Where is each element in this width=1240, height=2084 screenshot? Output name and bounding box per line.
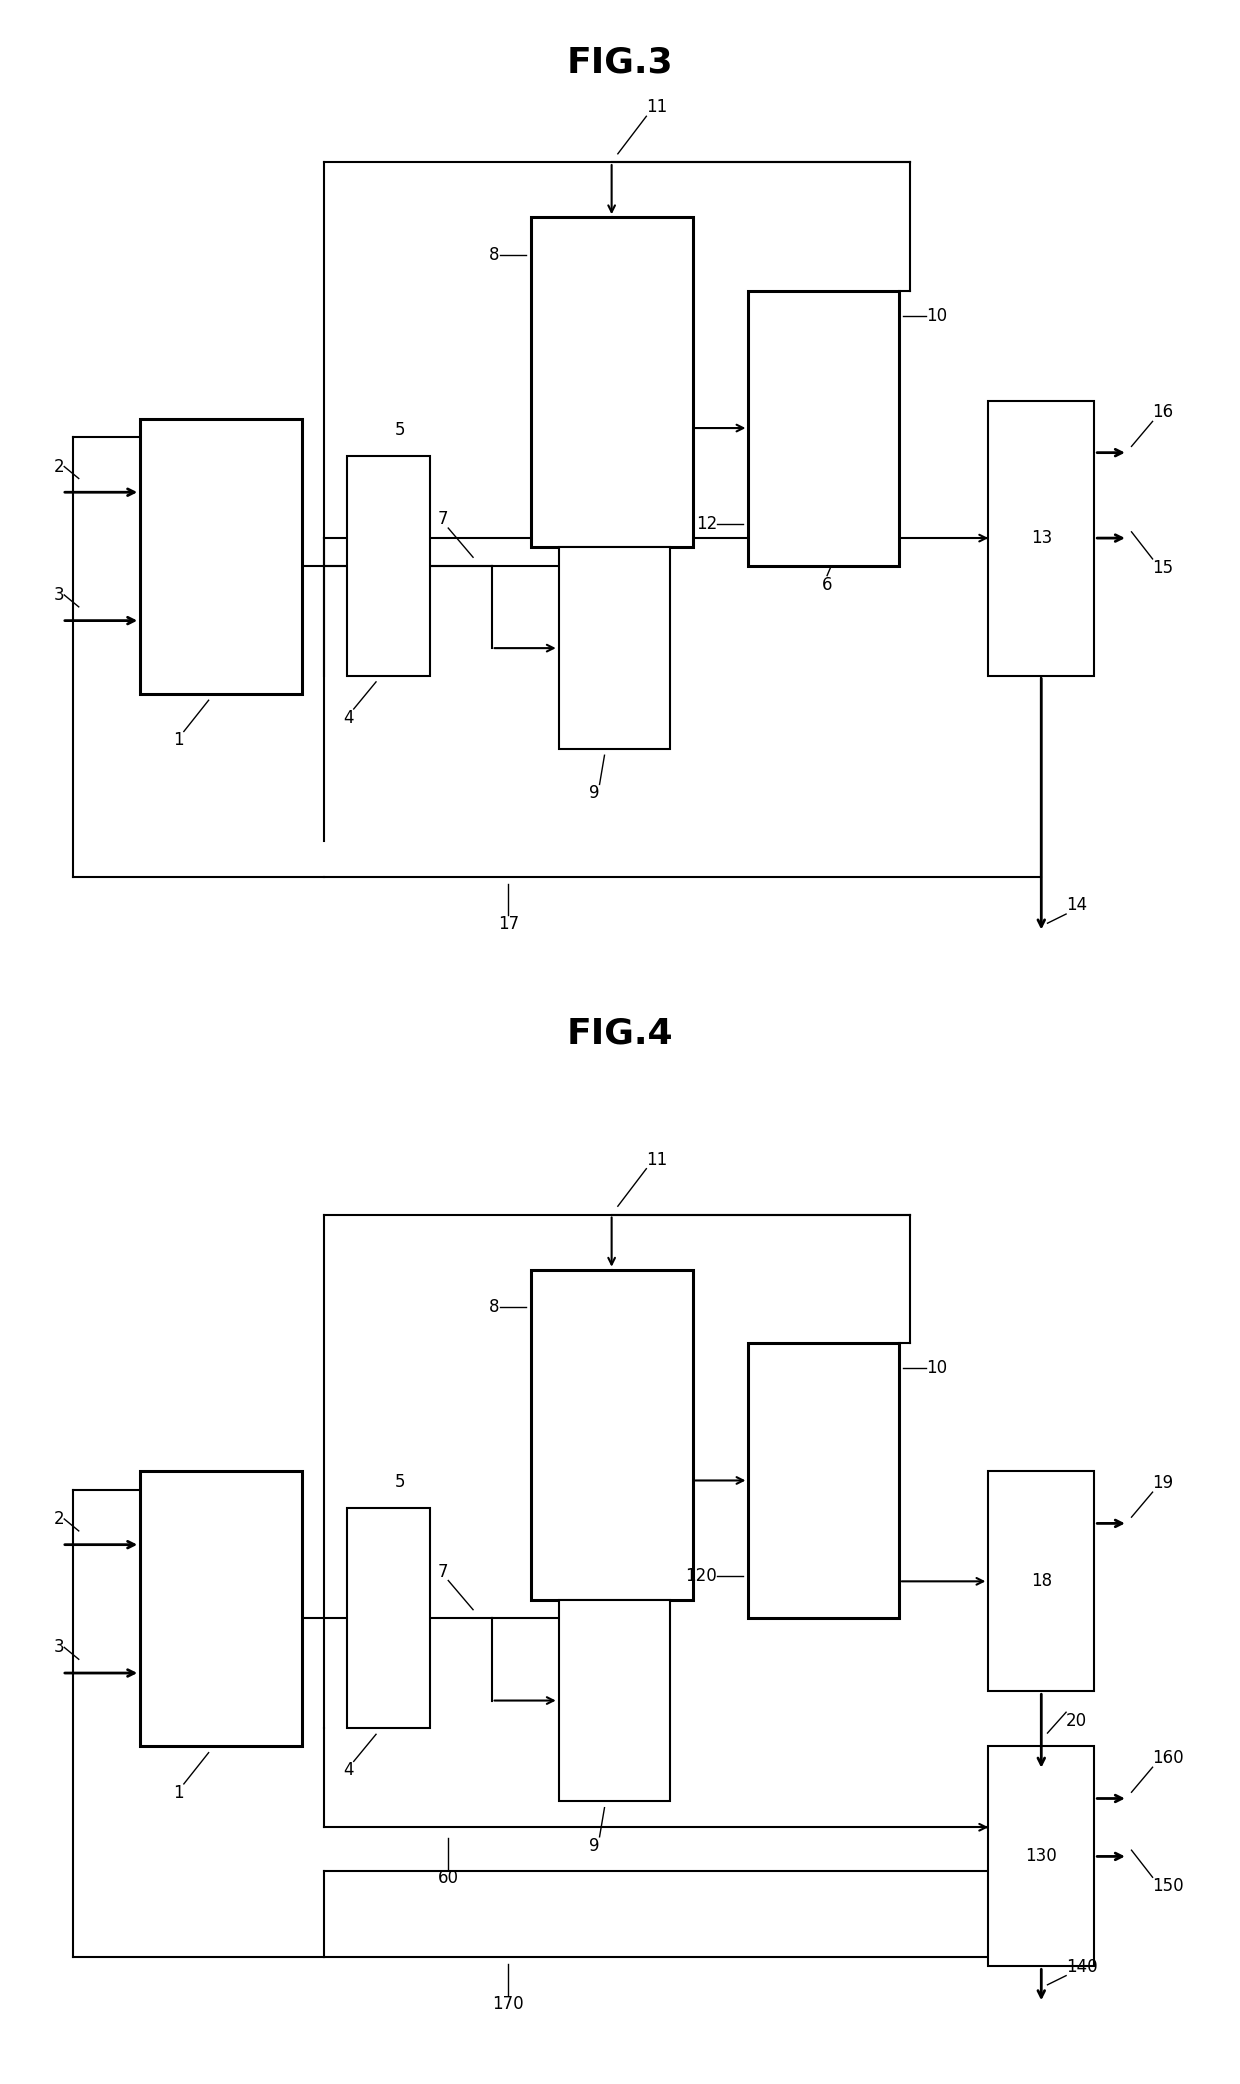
Text: 18: 18	[1030, 1571, 1052, 1590]
Text: 7: 7	[438, 1563, 449, 1580]
FancyBboxPatch shape	[531, 1269, 692, 1601]
Text: 15: 15	[1153, 559, 1174, 577]
Text: 5: 5	[394, 421, 405, 440]
FancyBboxPatch shape	[988, 400, 1095, 675]
FancyBboxPatch shape	[347, 1509, 430, 1728]
FancyBboxPatch shape	[749, 290, 899, 565]
Text: 170: 170	[492, 1994, 525, 2013]
Text: 4: 4	[343, 1761, 353, 1780]
FancyBboxPatch shape	[558, 1601, 670, 1801]
Text: 8: 8	[490, 1298, 500, 1317]
Text: 2: 2	[53, 458, 64, 475]
Text: 16: 16	[1153, 404, 1174, 421]
FancyBboxPatch shape	[749, 1342, 899, 1617]
Text: 7: 7	[438, 511, 449, 527]
Text: 10: 10	[926, 1359, 947, 1378]
Text: 12: 12	[696, 515, 717, 534]
Text: 5: 5	[394, 1473, 405, 1492]
Text: 2: 2	[53, 1511, 64, 1528]
FancyBboxPatch shape	[558, 548, 670, 748]
FancyBboxPatch shape	[988, 1746, 1095, 1967]
Text: 3: 3	[53, 1638, 64, 1657]
Text: 20: 20	[1066, 1713, 1087, 1730]
FancyBboxPatch shape	[140, 1471, 303, 1746]
FancyBboxPatch shape	[347, 456, 430, 675]
Text: 130: 130	[1025, 1846, 1058, 1865]
FancyBboxPatch shape	[531, 217, 692, 548]
Text: 10: 10	[926, 306, 947, 325]
FancyBboxPatch shape	[140, 419, 303, 694]
Text: 150: 150	[1153, 1878, 1184, 1894]
Text: 9: 9	[589, 1836, 600, 1855]
Text: 6: 6	[822, 575, 832, 594]
Text: 1: 1	[174, 1784, 184, 1803]
Text: 8: 8	[490, 246, 500, 265]
Text: 3: 3	[53, 586, 64, 604]
Text: 1: 1	[174, 731, 184, 750]
Text: 14: 14	[1066, 896, 1087, 915]
Text: FIG.4: FIG.4	[567, 1017, 673, 1050]
Text: 13: 13	[1030, 529, 1052, 548]
FancyBboxPatch shape	[988, 1471, 1095, 1692]
Text: 19: 19	[1153, 1473, 1174, 1492]
Text: 17: 17	[497, 915, 520, 934]
Text: 4: 4	[343, 709, 353, 727]
Text: 140: 140	[1066, 1957, 1097, 1976]
Text: 60: 60	[438, 1869, 459, 1886]
Text: FIG.3: FIG.3	[567, 46, 673, 79]
Text: 11: 11	[646, 1150, 667, 1169]
Text: 9: 9	[589, 784, 600, 802]
Text: 11: 11	[646, 98, 667, 117]
Text: 120: 120	[686, 1567, 717, 1586]
Text: 160: 160	[1153, 1748, 1184, 1767]
